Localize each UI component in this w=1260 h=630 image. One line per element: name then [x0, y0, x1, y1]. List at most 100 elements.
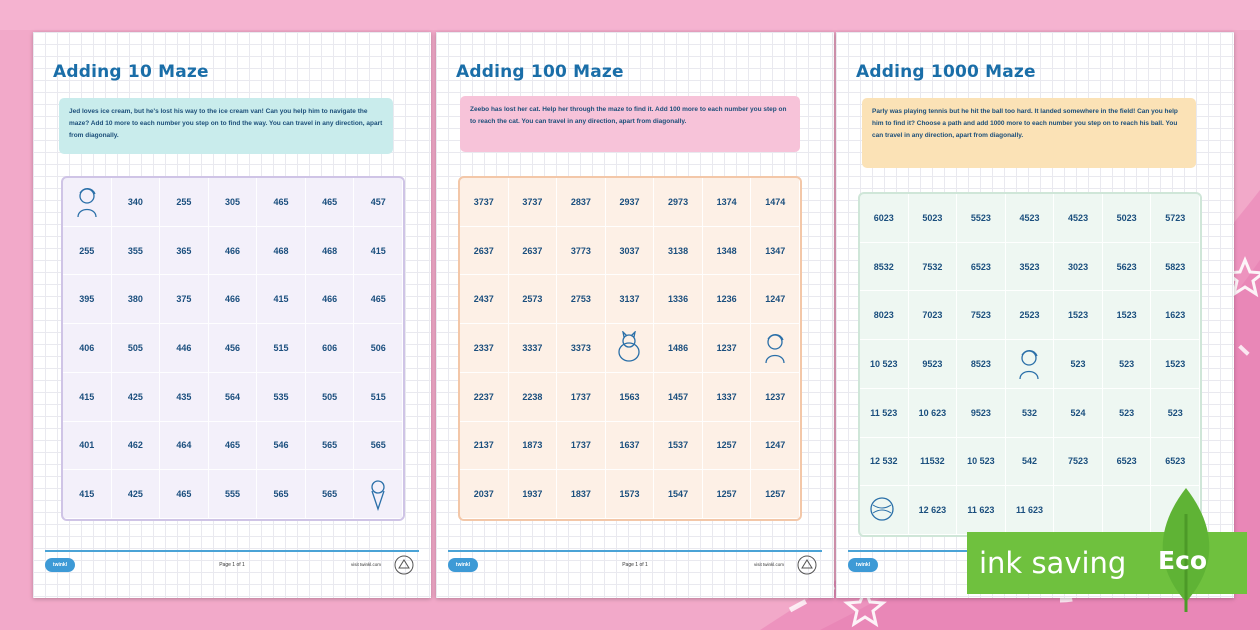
maze-cell: 10 623 [908, 388, 958, 438]
maze-cell: 380 [111, 275, 161, 325]
background-band [0, 0, 1260, 30]
maze-cell: 2037 [460, 470, 509, 519]
maze-cell: 523 [1102, 340, 1152, 389]
maze-cell: 564 [208, 372, 258, 422]
maze-cell: 565 [305, 421, 355, 471]
eco-leaf-icon [1162, 488, 1210, 612]
footer-page-number: Page 1 of 1 [622, 562, 648, 568]
maze-cell: 535 [257, 372, 306, 422]
maze-picture-icon [1005, 340, 1055, 389]
maze-picture-icon [751, 324, 800, 373]
maze-cell: 395 [63, 275, 112, 325]
worksheet-page-adding-100: Adding 100 Maze Zeebo has lost her cat. … [436, 32, 834, 598]
maze-cell: 606 [305, 324, 355, 373]
maze-cell: 465 [160, 470, 209, 519]
maze-cell: 12 623 [908, 486, 958, 535]
maze-cell: 6523 [957, 242, 1006, 292]
maze-cell: 1737 [557, 421, 606, 471]
maze-cell: 2637 [508, 226, 558, 276]
maze-cell: 1237 [751, 372, 800, 422]
maze-cells: 3737 3737 2837 2937 2973 1374 1474 2637 2637 3773… [460, 178, 800, 519]
maze-cell: 7023 [908, 291, 958, 341]
page-title: Adding 10 Maze [53, 62, 209, 82]
maze-cell: 2238 [508, 372, 558, 422]
maze-cell: 465 [257, 178, 306, 227]
maze-cell: 7523 [957, 291, 1006, 341]
maze-cell: 7532 [908, 242, 958, 292]
ink-saving-text: ink saving [979, 546, 1127, 580]
maze-cell: 506 [354, 324, 403, 373]
maze-cell: 11 623 [1005, 486, 1055, 535]
maze-cell: 465 [305, 178, 355, 227]
maze-cell: 1637 [605, 421, 655, 471]
maze-cell: 4523 [1054, 194, 1103, 243]
maze-cell: 464 [160, 421, 209, 471]
maze-cell: 355 [111, 226, 161, 276]
maze-cell: 1737 [557, 372, 606, 422]
maze-cell: 8523 [957, 340, 1006, 389]
worksheet-page-adding-1000: Adding 1000 Maze Parly was playing tenni… [836, 32, 1234, 598]
maze-cell: 425 [111, 470, 161, 519]
maze-cell: 1347 [751, 226, 800, 276]
maze-cell: 505 [305, 372, 355, 422]
maze-cell: 555 [208, 470, 258, 519]
maze-cell: 2437 [460, 275, 509, 325]
instructions-box: Parly was playing tennis but he hit the … [862, 98, 1196, 168]
maze-cell: 1474 [751, 178, 800, 227]
maze-cell: 1937 [508, 470, 558, 519]
maze-cell: 446 [160, 324, 209, 373]
maze-cell: 3037 [605, 226, 655, 276]
maze-cell: 1247 [751, 421, 800, 471]
maze-cell: 9523 [957, 388, 1006, 438]
maze-cell: 3337 [508, 324, 558, 373]
maze-cell: 255 [160, 178, 209, 227]
maze-cell: 565 [257, 470, 306, 519]
maze-cell: 542 [1005, 437, 1055, 487]
maze-cell: 3023 [1054, 242, 1103, 292]
maze-cell: 5023 [908, 194, 958, 243]
maze-cell: 2523 [1005, 291, 1055, 341]
maze-cell: 10 523 [860, 340, 909, 389]
quality-badge-icon [797, 555, 817, 575]
maze-cell: 2337 [460, 324, 509, 373]
footer-site: visit twinkl.com [753, 562, 784, 567]
maze-cell: 468 [257, 226, 306, 276]
maze-grid: 340 255 305 465 465 457 255 355 365 466 468 468 415 3… [61, 176, 405, 521]
maze-cell: 10 523 [957, 437, 1006, 487]
maze-cell: 457 [354, 178, 403, 227]
maze-cell: 524 [1054, 388, 1103, 438]
maze-cell: 1236 [702, 275, 752, 325]
maze-cell: 11532 [908, 437, 958, 487]
maze-cell: 3137 [605, 275, 655, 325]
quality-badge-icon [394, 555, 414, 575]
maze-cell: 1257 [702, 421, 752, 471]
maze-cell: 6023 [860, 194, 909, 243]
maze-cell: 2637 [460, 226, 509, 276]
maze-cell: 5623 [1102, 242, 1152, 292]
twinkl-logo: twinkl [448, 558, 478, 572]
maze-cell: 1257 [702, 470, 752, 519]
maze-cell: 2137 [460, 421, 509, 471]
maze-cell: 523 [1102, 388, 1152, 438]
maze-cell: 462 [111, 421, 161, 471]
maze-cell: 1486 [654, 324, 703, 373]
page-footer: twinkl Page 1 of 1 visit twinkl.com [45, 550, 419, 582]
maze-grid: 6023 5023 5523 4523 4523 5023 5723 8532 7532 6523… [858, 192, 1202, 537]
maze-cells: 340 255 305 465 465 457 255 355 365 466 468 468 415 3… [63, 178, 403, 519]
maze-cells: 6023 5023 5523 4523 4523 5023 5723 8532 7532 6523… [860, 194, 1200, 535]
maze-cell: 1374 [702, 178, 752, 227]
maze-cell: 406 [63, 324, 112, 373]
maze-cell: 466 [305, 275, 355, 325]
maze-cell: 523 [1054, 340, 1103, 389]
maze-picture-icon [860, 486, 909, 535]
maze-cell: 1547 [654, 470, 703, 519]
instructions-box: Jed loves ice cream, but he's lost his w… [59, 98, 393, 154]
maze-picture-icon [605, 324, 655, 373]
maze-grid: 3737 3737 2837 2937 2973 1374 1474 2637 2637 3773… [458, 176, 802, 521]
maze-cell: 2237 [460, 372, 509, 422]
maze-cell: 1563 [605, 372, 655, 422]
maze-cell: 515 [354, 372, 403, 422]
maze-cell: 2753 [557, 275, 606, 325]
maze-cell: 465 [208, 421, 258, 471]
maze-cell: 1457 [654, 372, 703, 422]
